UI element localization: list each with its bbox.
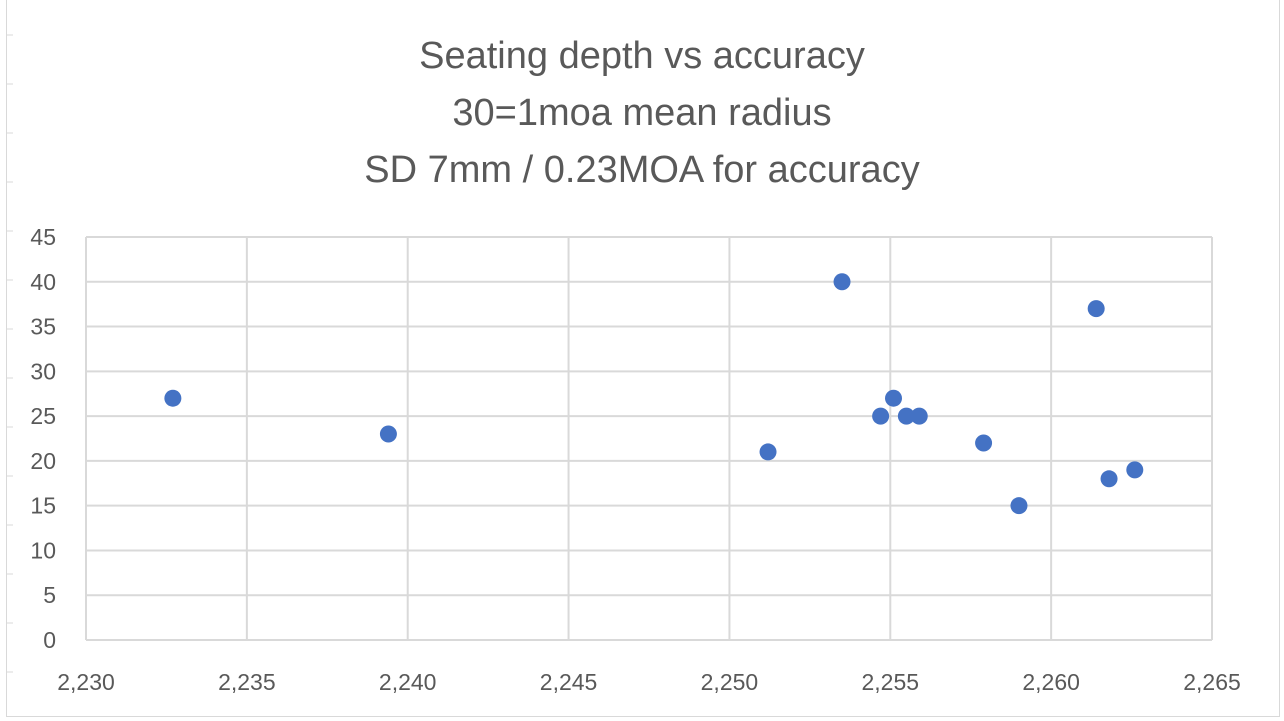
data-point	[910, 407, 928, 425]
chart-title-line-1: Seating depth vs accuracy	[419, 35, 865, 77]
x-tick-label: 2,260	[1022, 669, 1080, 695]
y-tick-label: 40	[30, 269, 56, 295]
chart-title-line-2: 30=1moa mean radius	[452, 92, 832, 134]
x-tick-label: 2,240	[379, 669, 437, 695]
y-tick-label: 45	[30, 224, 56, 250]
data-point	[1087, 300, 1105, 318]
y-tick-label: 15	[30, 493, 56, 519]
x-tick-label: 2,250	[701, 669, 759, 695]
chart-title-line-3: SD 7mm / 0.23MOA for accuracy	[364, 149, 920, 191]
x-tick-label: 2,235	[218, 669, 276, 695]
y-tick-label: 0	[43, 627, 56, 653]
data-point	[379, 425, 397, 443]
data-point	[1010, 497, 1028, 515]
x-tick-label: 2,245	[540, 669, 598, 695]
y-tick-label: 20	[30, 448, 56, 474]
chart-title: Seating depth vs accuracy 30=1moa mean r…	[0, 28, 1284, 199]
x-tick-label: 2,255	[862, 669, 920, 695]
y-tick-label: 30	[30, 358, 56, 384]
y-tick-label: 10	[30, 537, 56, 563]
data-point	[164, 389, 182, 407]
data-point	[975, 434, 993, 452]
x-tick-label: 2,230	[57, 669, 115, 695]
data-point	[1100, 470, 1118, 488]
data-point	[833, 273, 851, 291]
data-point	[885, 389, 903, 407]
data-point	[897, 407, 915, 425]
chart-area	[6, 0, 1280, 717]
x-tick-label: 2,265	[1183, 669, 1241, 695]
y-tick-label: 5	[43, 582, 56, 608]
frame-ticks	[7, 34, 13, 673]
y-tick-label: 35	[30, 314, 56, 340]
y-tick-label: 25	[30, 403, 56, 429]
data-point	[759, 443, 777, 461]
data-point	[1126, 461, 1144, 479]
data-point	[872, 407, 890, 425]
